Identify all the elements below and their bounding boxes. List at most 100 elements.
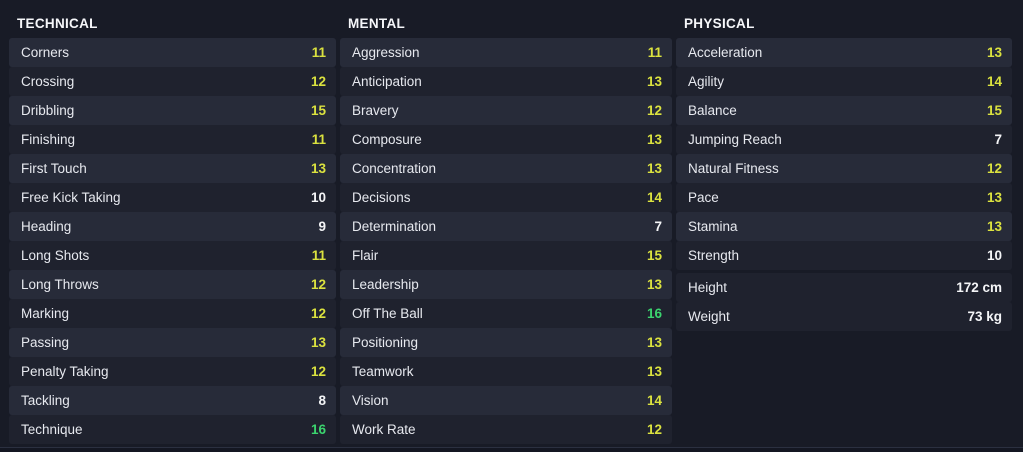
attribute-value: 14	[646, 190, 662, 205]
attribute-label: Teamwork	[352, 364, 414, 379]
attribute-label: Heading	[21, 219, 72, 234]
attribute-value: 7	[994, 132, 1002, 147]
attribute-row: Passing 13	[9, 328, 336, 357]
attribute-value: 8	[318, 393, 326, 408]
attribute-label: Free Kick Taking	[21, 190, 121, 205]
info-label: Weight	[688, 309, 730, 324]
attribute-row: Agility 14	[676, 67, 1012, 96]
attribute-row: Positioning 13	[340, 328, 672, 357]
attribute-label: Passing	[21, 335, 70, 350]
attribute-label: Corners	[21, 45, 70, 60]
attribute-row: Off The Ball 16	[340, 299, 672, 328]
player-info-block: Height 172 cm Weight 73 kg	[676, 273, 1012, 331]
attribute-label: First Touch	[21, 161, 87, 176]
attribute-row: Technique 16	[9, 415, 336, 444]
attribute-label: Leadership	[352, 277, 419, 292]
attribute-columns: TECHNICAL Corners 11 Crossing 12 Dribbling 15…	[9, 8, 1012, 444]
info-label: Height	[688, 280, 728, 295]
bottom-divider	[0, 447, 1023, 452]
attribute-row: Natural Fitness 12	[676, 154, 1012, 183]
attribute-row: Balance 15	[676, 96, 1012, 125]
attribute-row: Tackling 8	[9, 386, 336, 415]
attribute-label: Flair	[352, 248, 379, 263]
attribute-value: 13	[646, 335, 662, 350]
attribute-value: 13	[646, 161, 662, 176]
attribute-value: 13	[646, 364, 662, 379]
attribute-row: Acceleration 13	[676, 38, 1012, 67]
info-value: 172 cm	[956, 280, 1002, 295]
info-row: Height 172 cm	[676, 273, 1012, 302]
attribute-value: 16	[310, 422, 326, 437]
attribute-row: Pace 13	[676, 183, 1012, 212]
attribute-value: 15	[986, 103, 1002, 118]
attribute-row: Flair 15	[340, 241, 672, 270]
attribute-value: 12	[310, 364, 326, 379]
attribute-row: Teamwork 13	[340, 357, 672, 386]
attribute-row: Vision 14	[340, 386, 672, 415]
physical-rows: Acceleration 13 Agility 14 Balance 15 Jumping …	[676, 38, 1012, 331]
column-physical: PHYSICAL Acceleration 13 Agility 14 Balance 1…	[676, 8, 1012, 444]
attribute-label: Stamina	[688, 219, 738, 234]
attribute-value: 11	[311, 132, 326, 147]
attribute-label: Anticipation	[352, 74, 422, 89]
section-header-technical: TECHNICAL	[17, 15, 98, 31]
attribute-value: 16	[646, 306, 662, 321]
attribute-value: 12	[646, 422, 662, 437]
attribute-row: Work Rate 12	[340, 415, 672, 444]
attribute-value: 15	[646, 248, 662, 263]
info-value: 73 kg	[967, 309, 1002, 324]
attribute-label: Off The Ball	[352, 306, 423, 321]
attribute-row: Corners 11	[9, 38, 336, 67]
attribute-row: Concentration 13	[340, 154, 672, 183]
attribute-value: 11	[311, 45, 326, 60]
attribute-label: Positioning	[352, 335, 419, 350]
attribute-row: Bravery 12	[340, 96, 672, 125]
attribute-label: Penalty Taking	[21, 364, 109, 379]
attribute-value: 13	[986, 219, 1002, 234]
attribute-value: 7	[654, 219, 662, 234]
attribute-row: Strength 10	[676, 241, 1012, 270]
attribute-row: Jumping Reach 7	[676, 125, 1012, 154]
attribute-row: Decisions 14	[340, 183, 672, 212]
attribute-value: 15	[310, 103, 326, 118]
attribute-label: Decisions	[352, 190, 411, 205]
attribute-value: 10	[986, 248, 1002, 263]
attribute-row: Long Throws 12	[9, 270, 336, 299]
attribute-label: Jumping Reach	[688, 132, 782, 147]
attribute-row: First Touch 13	[9, 154, 336, 183]
attribute-label: Crossing	[21, 74, 75, 89]
attribute-value: 13	[646, 132, 662, 147]
attribute-label: Aggression	[352, 45, 420, 60]
attribute-label: Long Shots	[21, 248, 90, 263]
attribute-row: Heading 9	[9, 212, 336, 241]
technical-rows: Corners 11 Crossing 12 Dribbling 15 Finishing 1…	[9, 38, 336, 444]
attribute-label: Natural Fitness	[688, 161, 779, 176]
attribute-label: Bravery	[352, 103, 399, 118]
attribute-row: Long Shots 11	[9, 241, 336, 270]
section-header-mental: MENTAL	[348, 15, 406, 31]
attribute-value: 12	[310, 306, 326, 321]
attribute-value: 12	[646, 103, 662, 118]
column-mental: MENTAL Aggression 11 Anticipation 13 Bravery…	[340, 8, 672, 444]
attribute-label: Determination	[352, 219, 437, 234]
attribute-row: Anticipation 13	[340, 67, 672, 96]
mental-rows: Aggression 11 Anticipation 13 Bravery 12 Compo…	[340, 38, 672, 444]
attribute-row: Marking 12	[9, 299, 336, 328]
attribute-value: 12	[986, 161, 1002, 176]
attribute-value: 11	[647, 45, 662, 60]
attribute-label: Concentration	[352, 161, 437, 176]
attribute-label: Agility	[688, 74, 725, 89]
attribute-value: 12	[310, 277, 326, 292]
attribute-label: Pace	[688, 190, 719, 205]
attribute-value: 12	[310, 74, 326, 89]
section-header-physical: PHYSICAL	[684, 15, 755, 31]
attribute-value: 13	[310, 161, 326, 176]
attribute-row: Finishing 11	[9, 125, 336, 154]
attribute-value: 13	[310, 335, 326, 350]
attribute-label: Acceleration	[688, 45, 763, 60]
column-technical: TECHNICAL Corners 11 Crossing 12 Dribbling 15…	[9, 8, 336, 444]
attribute-row: Composure 13	[340, 125, 672, 154]
attribute-value: 13	[646, 74, 662, 89]
attribute-value: 13	[986, 190, 1002, 205]
